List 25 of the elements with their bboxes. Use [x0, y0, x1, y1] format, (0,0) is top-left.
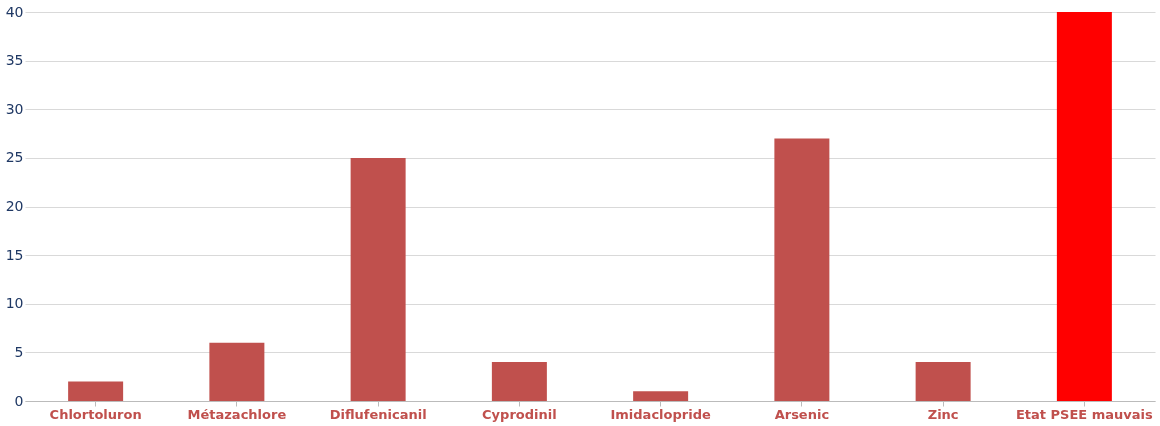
x-tick-label: Chlortoluron: [49, 406, 142, 422]
y-tick-label: 20: [5, 198, 24, 214]
bar: [350, 157, 406, 401]
bar: [1056, 12, 1112, 401]
y-tick-label: 25: [5, 149, 24, 166]
x-tick-label: Métazachlore: [187, 406, 287, 422]
bar: [633, 391, 689, 401]
y-tick-label: 0: [14, 392, 24, 409]
y-tick-label: 30: [5, 100, 24, 117]
bar: [209, 342, 265, 401]
x-tick-label: Diflufenicanil: [329, 406, 427, 422]
y-tick-label: 35: [5, 52, 24, 69]
x-tick-label: Cyprodinil: [482, 406, 557, 422]
y-tick-label: 40: [5, 3, 24, 20]
x-tick-label: Zinc: [927, 406, 959, 422]
bar: [491, 362, 547, 401]
y-tick-label: 15: [5, 246, 24, 263]
bar: [915, 362, 971, 401]
x-tick-label: Etat PSEE mauvais: [1015, 406, 1154, 422]
bar: [774, 138, 830, 401]
y-tick-label: 10: [5, 295, 24, 312]
x-tick-label: Arsenic: [774, 406, 830, 422]
y-tick-label: 5: [14, 343, 24, 360]
x-tick-label: Imidaclopride: [610, 406, 711, 422]
bar: [68, 381, 124, 401]
